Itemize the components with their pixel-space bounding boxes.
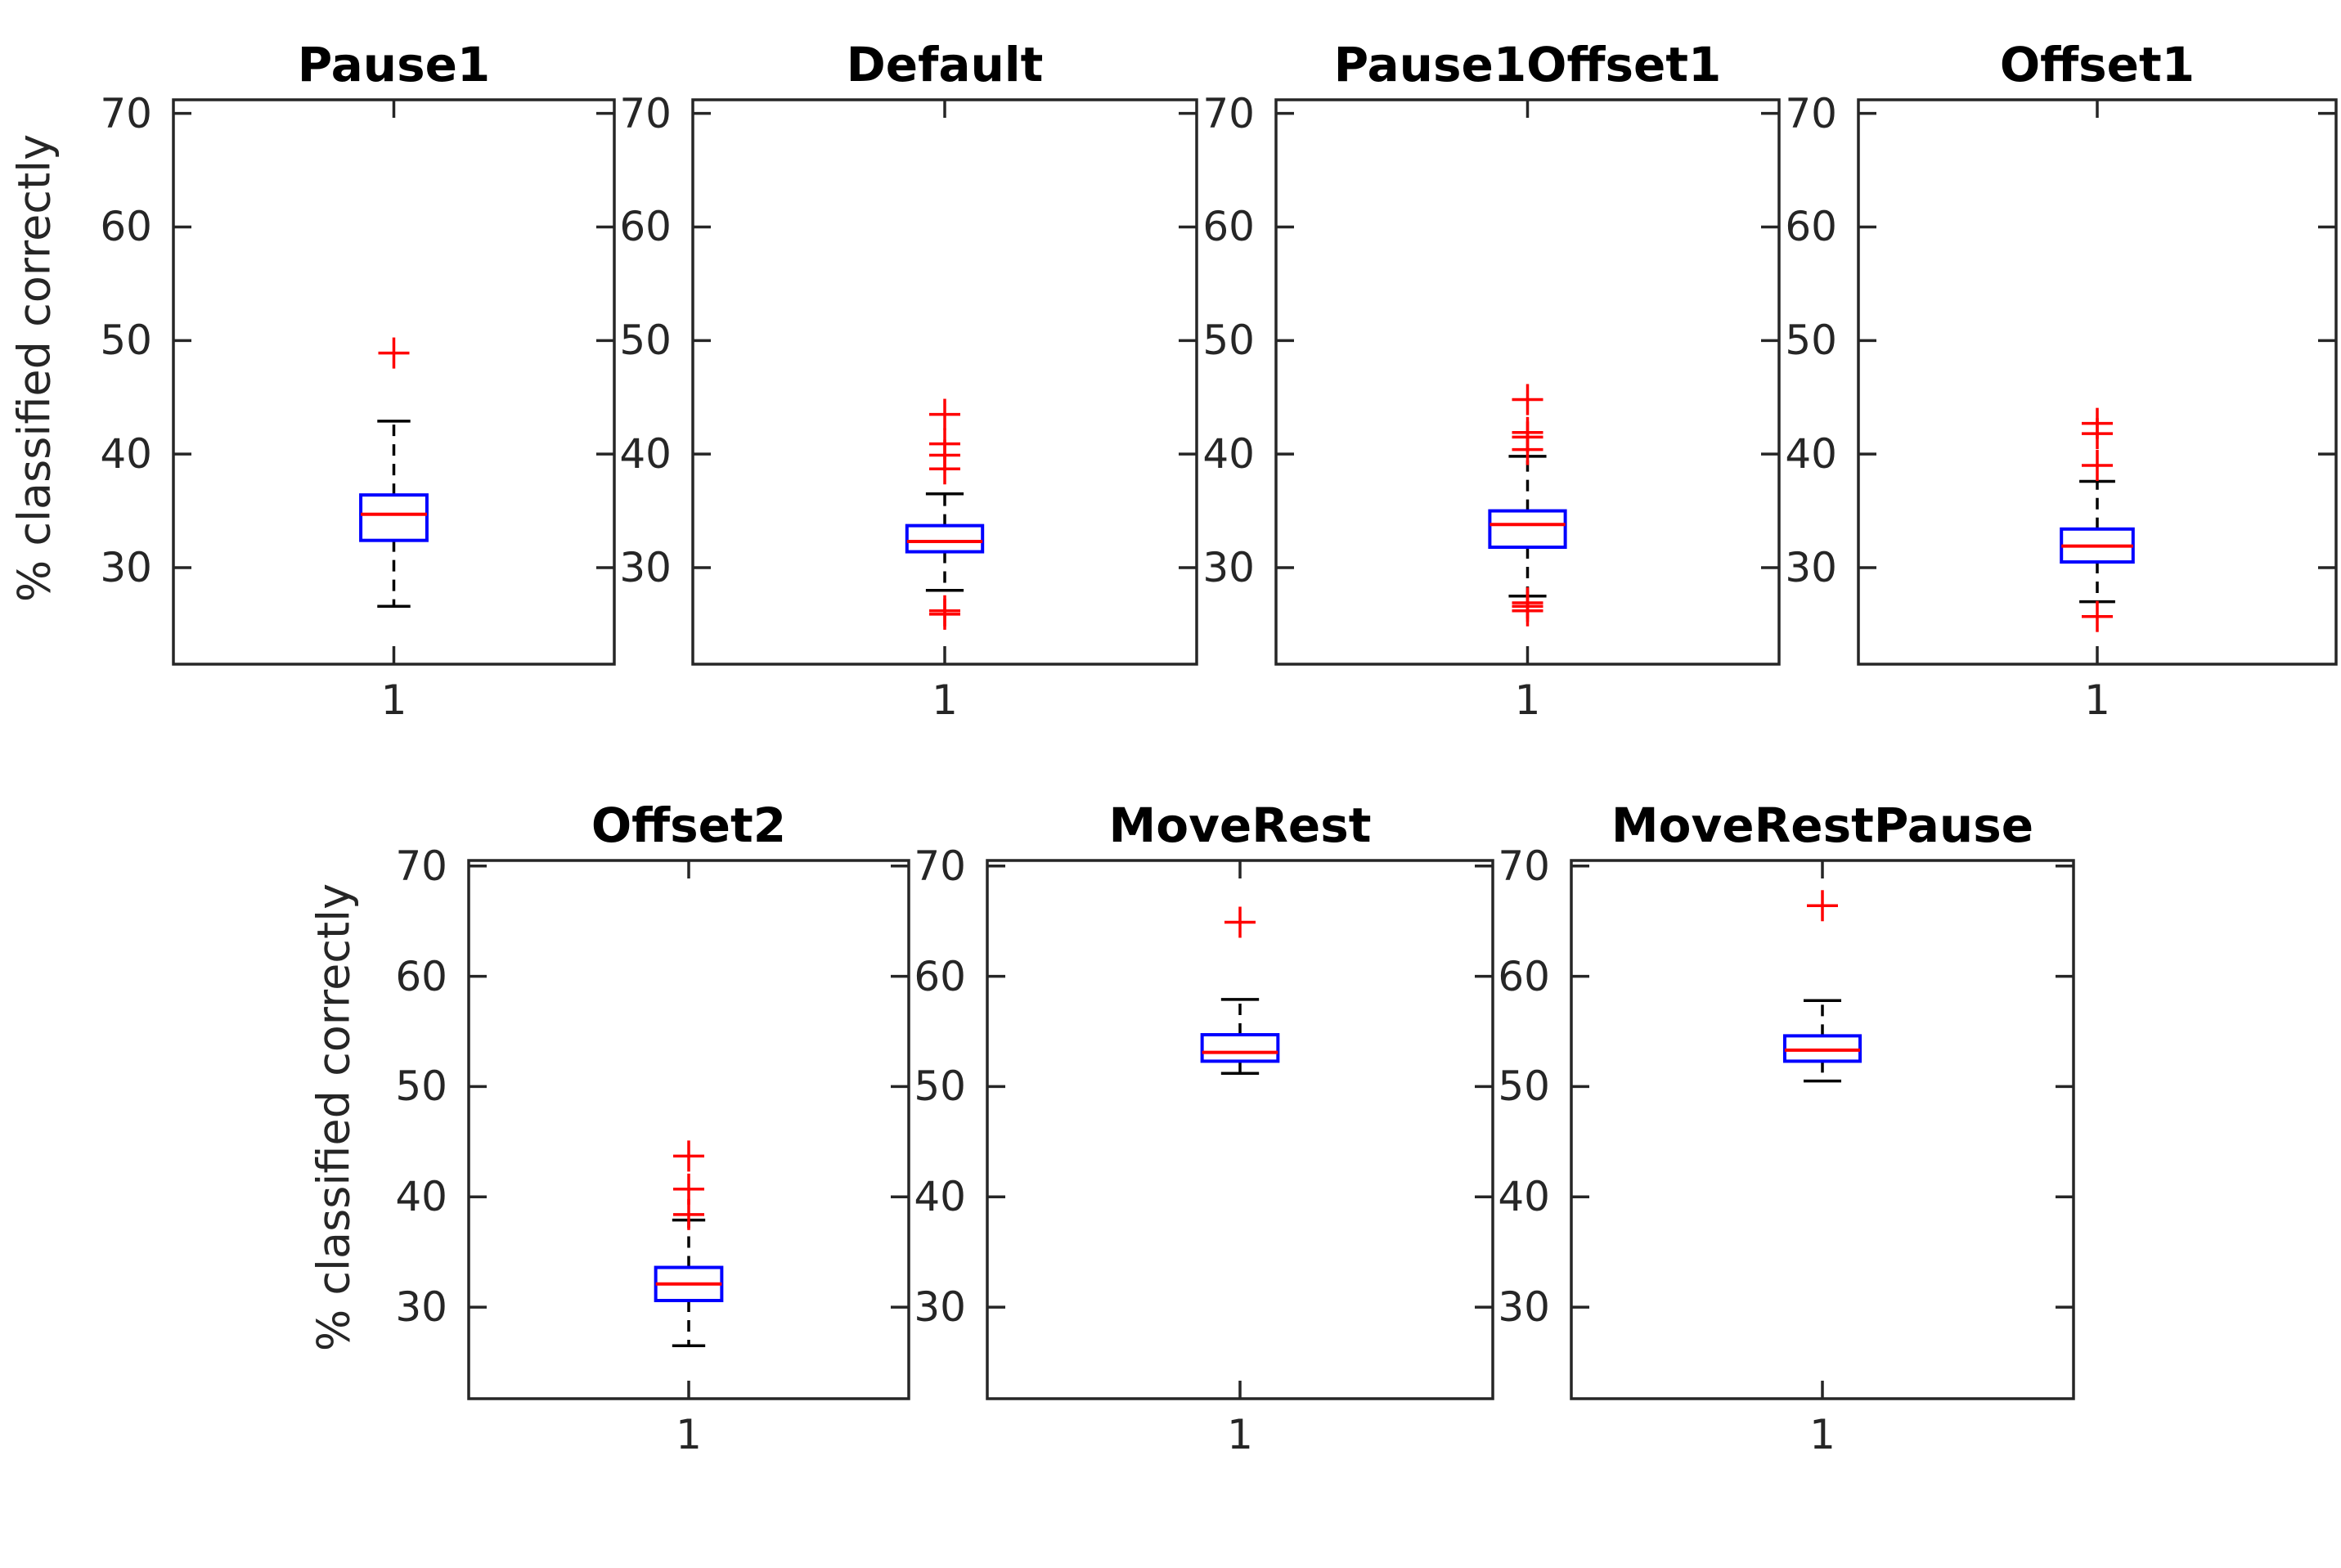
x-tick-label: 1 xyxy=(1227,1411,1253,1458)
outlier-marker xyxy=(2082,450,2113,482)
subplot-pause1: Pause1 1 70 60 50 40 30 xyxy=(100,40,616,724)
plot-title: MoveRestPause xyxy=(1611,797,2034,854)
boxplot-canvas xyxy=(1274,98,1781,666)
outlier-marker xyxy=(2082,600,2113,632)
y-tick-label: 40 xyxy=(100,430,152,478)
x-tick-label: 1 xyxy=(1809,1411,1836,1458)
subplot-offset2: Offset2 1 70 60 50 40 30 xyxy=(395,801,910,1458)
y-tick-label: 40 xyxy=(395,1173,447,1221)
y-tick-label: 50 xyxy=(1498,1063,1550,1111)
plot-title: Offset2 xyxy=(591,797,787,854)
y-tick-label: 70 xyxy=(1498,842,1550,890)
plot-title: Default xyxy=(846,37,1044,93)
y-tick-label: 60 xyxy=(1785,203,1837,251)
y-tick-label: 60 xyxy=(1202,203,1255,251)
plot-title: Offset1 xyxy=(1999,37,2195,93)
y-tick-label: 30 xyxy=(1785,543,1837,591)
subplot-moverestpause: MoveRestPause 1 70 60 50 40 30 xyxy=(1498,801,2075,1458)
y-tick-label: 30 xyxy=(100,543,152,591)
y-tick-label: 60 xyxy=(914,952,966,1000)
y-tick-label: 70 xyxy=(1202,89,1255,137)
y-tick-label: 70 xyxy=(914,842,966,890)
outlier-marker xyxy=(673,1140,704,1172)
subplot-offset1: Offset1 1 70 60 50 40 30 xyxy=(1785,40,2338,724)
box-rect xyxy=(1200,1033,1280,1063)
boxplot-canvas xyxy=(1857,98,2338,666)
y-tick-label: 30 xyxy=(395,1283,447,1332)
boxplot-canvas xyxy=(467,859,910,1400)
outlier-marker xyxy=(1807,890,1838,922)
subplot-moverest: MoveRest 1 70 60 50 40 30 xyxy=(914,801,1494,1458)
y-tick-label: 40 xyxy=(619,430,672,478)
plot-title: Pause1Offset1 xyxy=(1333,37,1722,93)
y-tick-label: 40 xyxy=(1202,430,1255,478)
y-tick-label: 70 xyxy=(619,89,672,137)
y-tick-label: 50 xyxy=(1202,317,1255,365)
y-tick-label: 30 xyxy=(1498,1283,1550,1332)
x-tick-label: 1 xyxy=(380,676,407,724)
outlier-marker xyxy=(929,598,960,630)
outlier-marker xyxy=(929,398,960,430)
outlier-marker xyxy=(1512,384,1543,416)
y-tick-label: 50 xyxy=(619,317,672,365)
y-tick-label: 30 xyxy=(619,543,672,591)
y-tick-label: 60 xyxy=(1498,952,1550,1000)
axis-frame xyxy=(986,859,1494,1400)
boxplot-canvas xyxy=(172,98,616,666)
outlier-marker xyxy=(2082,418,2113,450)
axis-frame xyxy=(1570,859,2075,1400)
box-rect xyxy=(1782,1034,1862,1063)
y-tick-label: 40 xyxy=(914,1173,966,1221)
x-tick-label: 1 xyxy=(932,676,958,724)
axis-frame xyxy=(467,859,910,1400)
y-tick-label: 70 xyxy=(100,89,152,137)
box-rect xyxy=(905,523,985,554)
axis-frame xyxy=(172,98,616,666)
y-tick-label: 50 xyxy=(914,1063,966,1111)
plot-title: MoveRest xyxy=(1108,797,1372,854)
y-tick-label: 60 xyxy=(619,203,672,251)
y-tick-label: 30 xyxy=(914,1283,966,1332)
y-tick-label: 70 xyxy=(1785,89,1837,137)
x-tick-label: 1 xyxy=(1514,676,1541,724)
y-tick-label: 50 xyxy=(100,317,152,365)
outlier-marker xyxy=(673,1198,704,1230)
box-rect xyxy=(1488,509,1567,550)
boxplot-canvas xyxy=(1570,859,2075,1400)
outlier-marker xyxy=(1512,434,1543,465)
outlier-marker xyxy=(1512,595,1543,627)
outlier-marker xyxy=(378,337,410,369)
y-tick-label: 40 xyxy=(1785,430,1837,478)
plot-title: Pause1 xyxy=(297,37,491,93)
axis-frame xyxy=(1857,98,2338,666)
y-tick-label: 50 xyxy=(395,1063,447,1111)
y-tick-label: 60 xyxy=(100,203,152,251)
x-tick-label: 1 xyxy=(676,1411,702,1458)
y-tick-label: 70 xyxy=(395,842,447,890)
y-tick-label: 50 xyxy=(1785,317,1837,365)
boxplot-canvas xyxy=(691,98,1198,666)
x-tick-label: 1 xyxy=(2084,676,2110,724)
y-tick-label: 60 xyxy=(395,952,447,1000)
subplot-pause1offset1: Pause1Offset1 1 70 60 50 40 30 xyxy=(1202,40,1781,724)
axis-frame xyxy=(1274,98,1781,666)
subplot-default: Default 1 70 60 50 40 30 xyxy=(619,40,1198,724)
box-rect xyxy=(2060,527,2135,564)
y-tick-label: 30 xyxy=(1202,543,1255,591)
outlier-marker xyxy=(929,453,960,485)
y-tick-label: 40 xyxy=(1498,1173,1550,1221)
box-rect xyxy=(359,493,429,542)
boxplot-canvas xyxy=(986,859,1494,1400)
outlier-marker xyxy=(1224,906,1256,938)
